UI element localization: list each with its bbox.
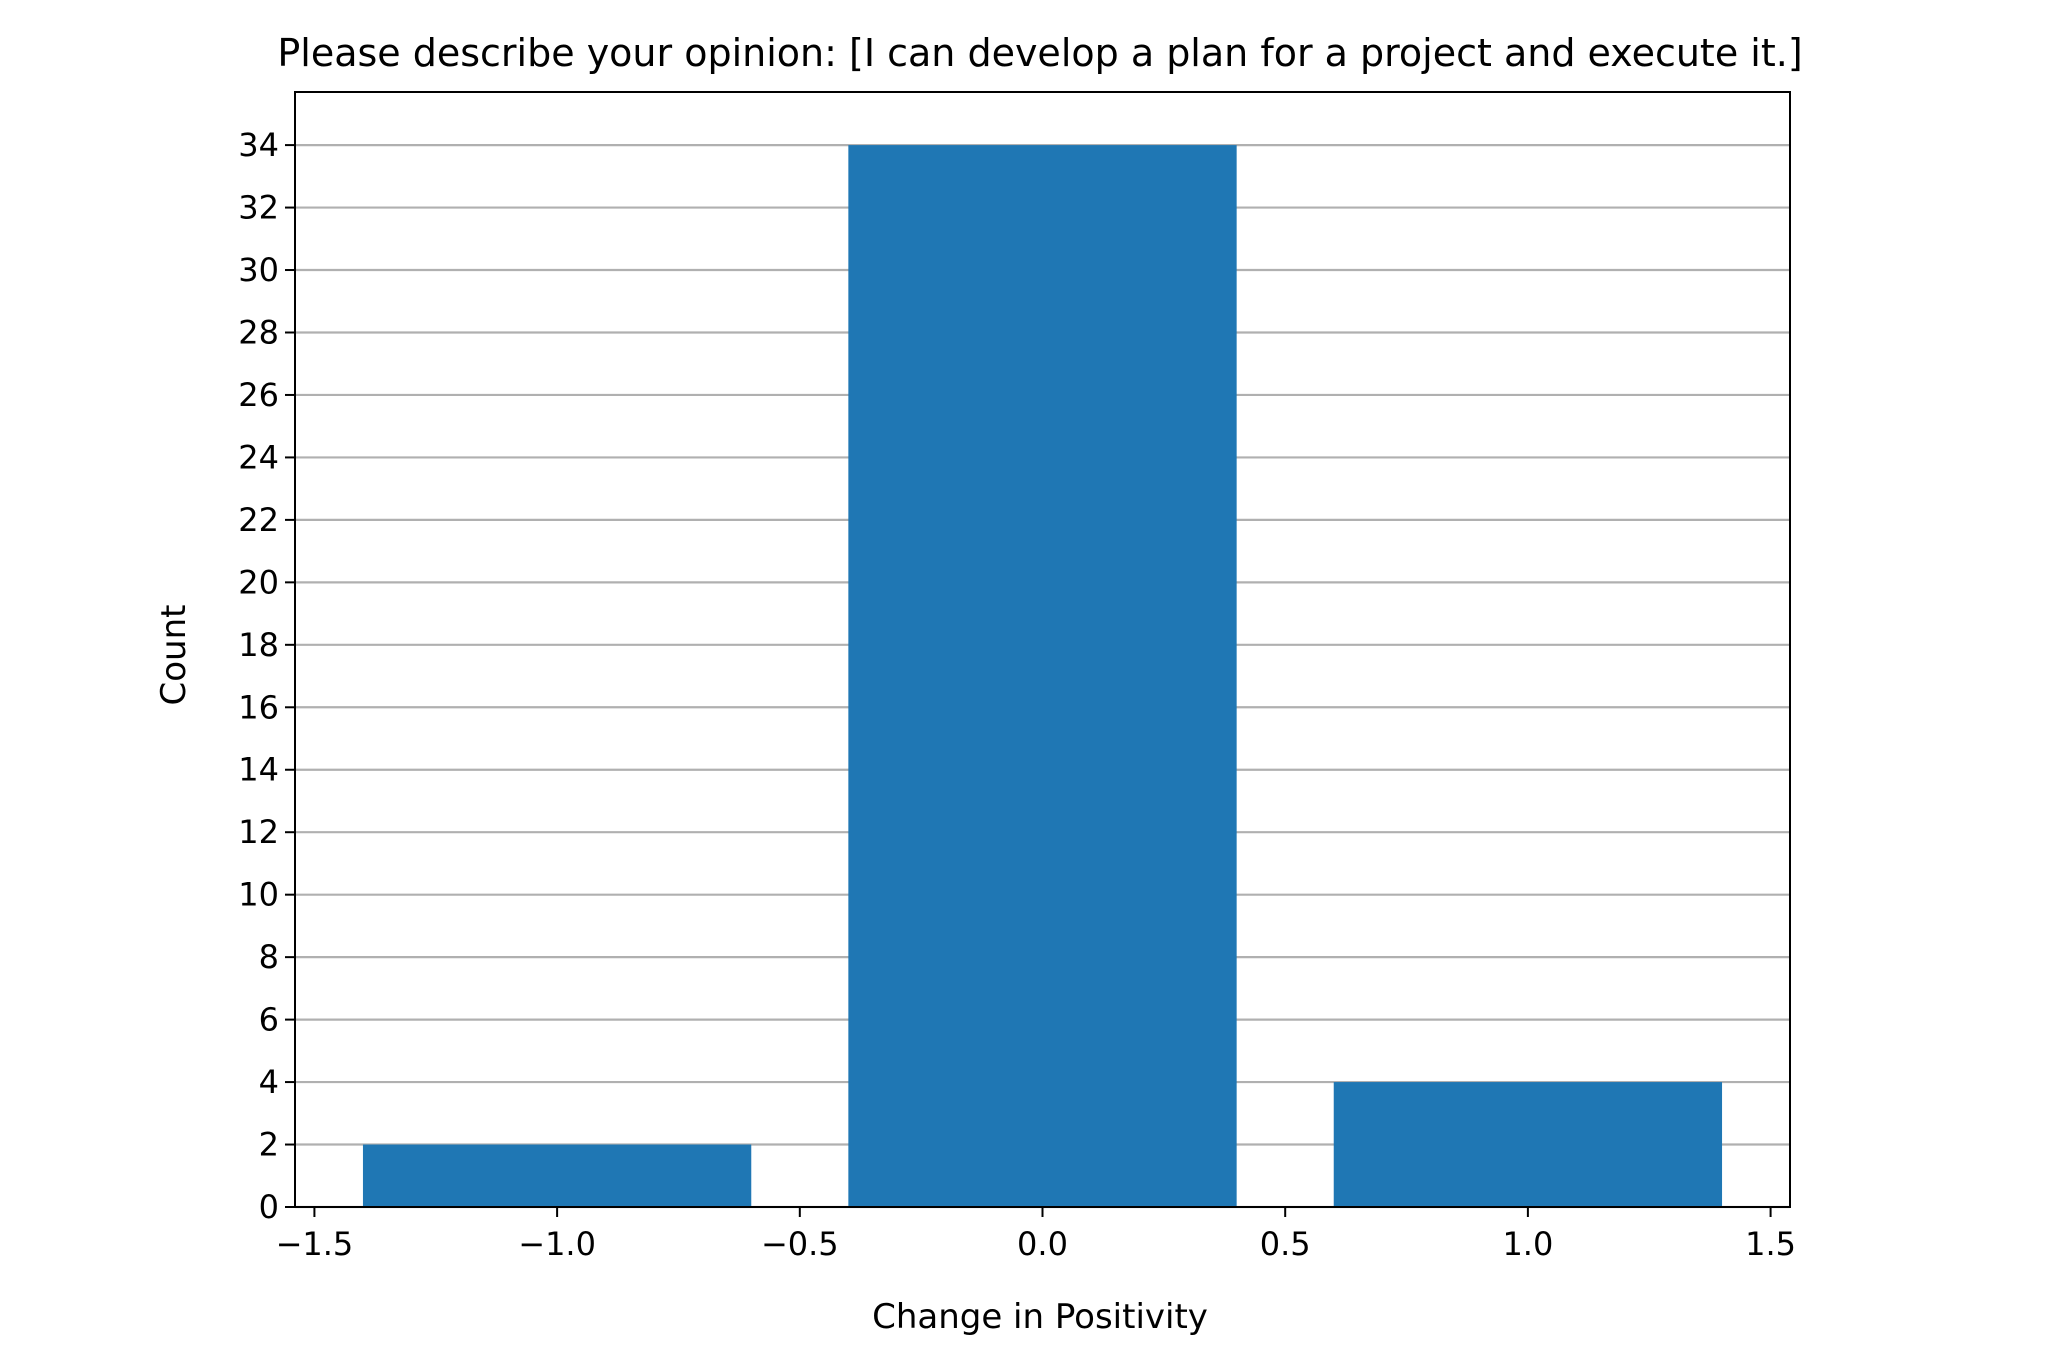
y-tick-label: 14 (238, 751, 279, 789)
x-axis-ticks: −1.5 −1.0 −0.5 0.0 0.5 1.0 1.5 (276, 1207, 1796, 1263)
y-tick-label: 30 (238, 251, 279, 289)
x-tick-label: −1.0 (518, 1225, 596, 1263)
y-tick-label: 16 (238, 688, 279, 726)
y-tick-label: 26 (238, 376, 279, 414)
y-tick-label: 28 (238, 313, 279, 351)
y-tick-label: 22 (238, 501, 279, 539)
y-tick-label: 0 (259, 1188, 279, 1226)
x-tick-label: −1.5 (276, 1225, 354, 1263)
y-tick-label: 34 (238, 126, 279, 164)
chart-title: Please describe your opinion: [I can dev… (277, 31, 1802, 75)
y-tick-label: 12 (238, 813, 279, 851)
x-tick-label: −0.5 (761, 1225, 839, 1263)
y-tick-label: 32 (238, 189, 279, 227)
x-tick-label: 1.0 (1502, 1225, 1553, 1263)
y-axis-label: Count (154, 605, 194, 706)
y-tick-label: 20 (238, 563, 279, 601)
y-tick-label: 2 (259, 1126, 279, 1164)
y-tick-label: 18 (238, 626, 279, 664)
y-tick-label: 10 (238, 876, 279, 914)
x-axis-label: Change in Positivity (872, 1297, 1208, 1337)
bar (362, 1144, 752, 1207)
y-tick-label: 4 (259, 1063, 279, 1101)
bar (848, 145, 1237, 1208)
bars (362, 145, 1723, 1208)
y-tick-label: 24 (238, 438, 279, 476)
x-tick-label: 0.5 (1260, 1225, 1311, 1263)
bar (1333, 1082, 1723, 1207)
y-tick-label: 8 (259, 938, 279, 976)
y-tick-label: 6 (259, 1001, 279, 1039)
x-tick-label: 1.5 (1745, 1225, 1796, 1263)
x-tick-label: 0.0 (1017, 1225, 1068, 1263)
